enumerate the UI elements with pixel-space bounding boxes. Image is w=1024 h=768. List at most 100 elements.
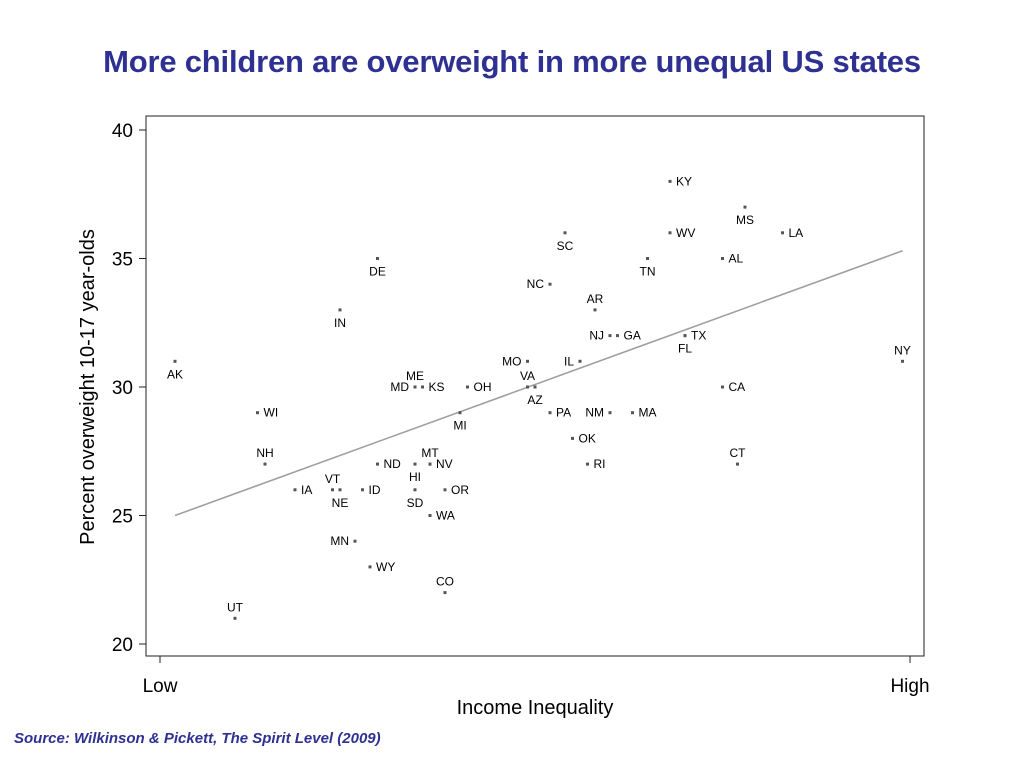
data-point-sd xyxy=(413,488,417,492)
point-label-nv: NV xyxy=(436,457,453,471)
data-point-oh xyxy=(466,385,469,389)
data-point-co xyxy=(443,591,447,595)
data-point-nc xyxy=(548,282,552,286)
data-point-wa xyxy=(428,514,432,517)
data-point-de xyxy=(376,257,379,260)
data-point-mn xyxy=(353,539,357,543)
data-point-ia xyxy=(293,488,297,492)
y-tick-label: 30 xyxy=(112,378,133,399)
data-point-ri xyxy=(586,462,589,466)
data-point-ca xyxy=(721,385,724,389)
data-point-ut xyxy=(233,616,237,620)
point-label-sd: SD xyxy=(407,496,424,510)
data-point-nd xyxy=(376,462,379,466)
point-label-nj: NJ xyxy=(589,329,604,343)
point-label-in: IN xyxy=(334,316,346,330)
data-point-mi xyxy=(458,411,462,415)
source-note: Source: Wilkinson & Pickett, The Spirit … xyxy=(14,730,381,747)
data-point-ar xyxy=(593,308,597,312)
data-point-in xyxy=(338,308,342,312)
data-point-ma xyxy=(631,411,634,415)
point-label-wi: WI xyxy=(264,406,279,420)
data-point-ct xyxy=(736,462,739,466)
data-point-az xyxy=(533,385,537,389)
point-label-sc: SC xyxy=(557,239,574,253)
data-point-wy xyxy=(368,565,372,569)
data-point-id xyxy=(361,488,364,492)
point-label-or: OR xyxy=(451,483,469,497)
point-label-ne: NE xyxy=(332,496,349,510)
data-point-nh xyxy=(263,462,267,466)
point-label-ny: NY xyxy=(894,343,911,357)
point-label-ks: KS xyxy=(429,380,445,394)
data-point-sc xyxy=(563,231,567,235)
data-point-ga xyxy=(616,334,619,338)
point-label-id: ID xyxy=(369,483,381,497)
point-label-ga: GA xyxy=(624,329,641,343)
point-label-pa: PA xyxy=(556,406,571,420)
data-point-me xyxy=(413,385,417,389)
point-label-wv: WV xyxy=(676,226,695,240)
point-label-me: ME xyxy=(406,369,424,383)
data-point-nm xyxy=(608,411,612,415)
point-label-la: LA xyxy=(789,226,804,240)
x-axis-title: Income Inequality xyxy=(457,697,614,719)
point-label-ok: OK xyxy=(579,431,596,445)
data-point-ak xyxy=(173,359,177,363)
point-label-ct: CT xyxy=(730,446,747,460)
data-point-ne xyxy=(338,488,342,492)
point-label-ri: RI xyxy=(594,457,606,471)
point-label-nm: NM xyxy=(585,406,604,420)
data-point-fl xyxy=(683,334,687,338)
point-label-nd: ND xyxy=(384,457,402,471)
point-label-hi: HI xyxy=(409,470,421,484)
data-point-ms xyxy=(743,205,747,209)
data-point-ks xyxy=(421,385,424,389)
point-label-ia: IA xyxy=(301,483,312,497)
point-label-vt: VT xyxy=(325,472,341,486)
point-label-az: AZ xyxy=(527,393,542,407)
point-label-mo: MO xyxy=(502,354,521,368)
point-label-ky: KY xyxy=(676,174,692,188)
x-tick-label: High xyxy=(890,676,929,697)
data-point-al xyxy=(721,257,724,260)
x-axis-ticks: Low High xyxy=(143,656,930,697)
point-label-tx: TX xyxy=(691,329,706,343)
chart-title: More children are overweight in more une… xyxy=(103,44,921,79)
point-label-mi: MI xyxy=(453,419,466,433)
trend-line xyxy=(174,250,903,517)
data-point-va xyxy=(526,385,529,389)
point-label-mn: MN xyxy=(330,534,349,548)
data-point-ky xyxy=(668,179,672,183)
point-label-wa: WA xyxy=(436,509,455,523)
point-label-nc: NC xyxy=(527,277,545,291)
point-label-ut: UT xyxy=(227,600,244,614)
data-point-ny xyxy=(901,359,904,363)
point-label-ms: MS xyxy=(736,213,754,227)
y-tick-label: 20 xyxy=(112,635,133,656)
y-axis-title: Percent overweight 10-17 year-olds xyxy=(77,229,99,545)
point-label-wy: WY xyxy=(376,560,395,574)
point-label-ma: MA xyxy=(639,406,657,420)
data-point-ok xyxy=(571,436,574,440)
point-label-de: DE xyxy=(369,265,386,279)
point-label-co: CO xyxy=(436,575,454,589)
x-tick-label: Low xyxy=(143,676,178,697)
data-point-or xyxy=(443,488,447,492)
data-point-il xyxy=(578,359,582,363)
point-label-oh: OH xyxy=(474,380,492,394)
y-axis-ticks: 20 25 30 35 40 xyxy=(112,121,146,656)
data-point-pa xyxy=(548,411,552,415)
data-point-nj xyxy=(608,334,612,338)
point-label-al: AL xyxy=(729,252,744,266)
point-label-nh: NH xyxy=(256,446,273,460)
data-point-vt xyxy=(331,488,334,492)
data-point-la xyxy=(781,231,784,235)
point-label-ca: CA xyxy=(729,380,746,394)
y-tick-label: 35 xyxy=(112,250,133,271)
point-label-fl: FL xyxy=(678,342,692,356)
point-label-tn: TN xyxy=(640,265,656,279)
point-label-va: VA xyxy=(520,369,535,383)
